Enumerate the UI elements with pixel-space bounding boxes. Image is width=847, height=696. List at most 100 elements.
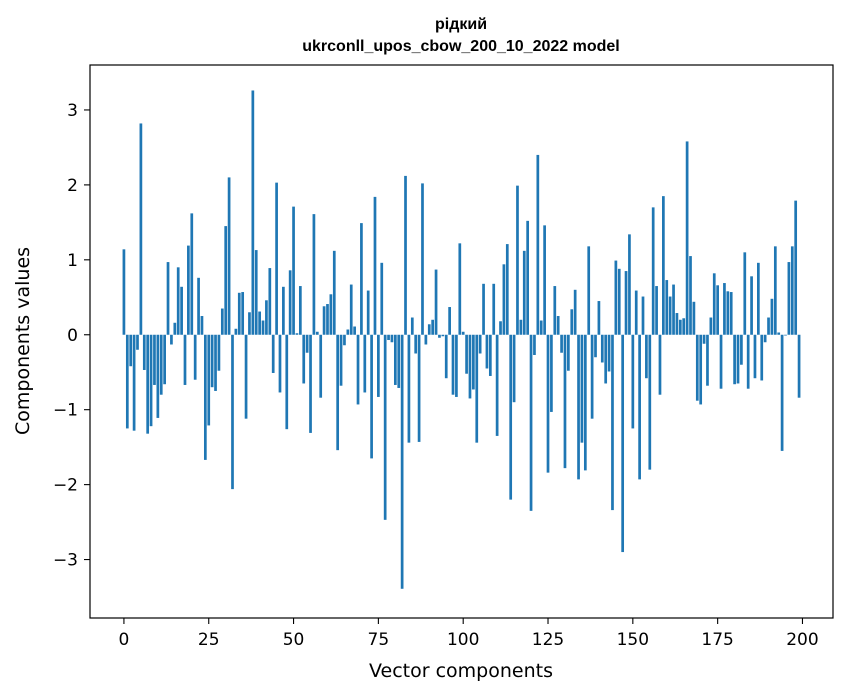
bar-14 [170,334,173,345]
bar-147 [621,334,625,553]
bar-71 [363,334,367,393]
bar-42 [265,300,268,335]
bar-169 [695,334,699,401]
bar-38 [251,90,255,335]
bar-111 [499,321,502,335]
bar-70 [360,223,363,335]
bar-19 [187,245,190,335]
bar-72 [366,290,370,335]
chart-title-line2: ukrconll_upos_cbow_200_10_2022 model [302,38,619,55]
bar-129 [560,334,563,353]
bar-145 [614,260,618,335]
bar-17 [180,286,183,335]
bar-85 [410,317,414,335]
bar-161 [668,296,672,335]
bar-36 [244,334,248,419]
bar-176 [719,334,723,389]
bar-11 [159,334,163,395]
bar-184 [746,334,750,389]
bar-183 [743,252,747,335]
y-tick-label: 1 [67,251,78,271]
bar-52 [298,286,302,335]
bar-75 [377,334,380,397]
bar-74 [373,196,377,335]
bar-91 [431,319,435,335]
bar-173 [709,317,713,335]
bar-191 [770,298,774,335]
bar-102 [468,334,472,399]
bar-128 [556,316,560,335]
bar-37 [248,312,251,335]
bar-96 [448,307,451,335]
y-tick-label: 0 [67,326,78,346]
bar-16 [176,267,180,335]
bar-30 [224,226,228,335]
bar-131 [567,334,570,371]
bar-175 [716,285,719,335]
bar-117 [519,319,523,335]
x-tick-label: 75 [368,630,390,650]
bar-68 [353,326,356,335]
bar-23 [200,316,204,335]
bar-181 [736,334,740,384]
bar-180 [733,334,736,385]
bar-35 [241,292,245,335]
bar-154 [645,334,648,379]
bar-197 [790,246,794,335]
bar-121 [533,334,536,355]
bar-64 [339,334,343,386]
bar-10 [156,334,160,418]
bar-149 [628,234,631,335]
bar-194 [780,334,784,451]
x-tick-label: 100 [447,630,479,650]
bar-105 [478,334,482,354]
bars-group [122,90,801,589]
bar-168 [692,301,696,335]
bar-20 [190,213,194,335]
bar-112 [502,264,506,335]
bar-9 [153,334,156,385]
bar-125 [546,334,550,473]
bar-101 [465,334,468,374]
x-axis-label: Vector components [369,660,553,682]
bar-163 [675,313,679,335]
bar-46 [278,334,282,393]
bar-170 [699,334,703,405]
bar-124 [543,225,546,335]
bar-150 [631,334,635,429]
bar-162 [672,284,675,335]
bar-137 [587,246,591,335]
y-tick-label: −1 [53,401,78,421]
bar-39 [254,250,258,335]
bar-27 [214,334,217,391]
bar-160 [665,280,669,335]
x-tick-label: 175 [701,630,733,650]
bar-67 [349,284,353,335]
bar-133 [573,289,577,335]
bar-81 [397,334,401,388]
bar-66 [346,329,350,335]
bar-22 [197,277,200,335]
bar-109 [492,283,496,335]
bar-12 [163,334,166,385]
bar-132 [570,309,574,335]
bar-140 [597,301,601,335]
bar-26 [210,334,214,388]
y-axis-label: Components values [12,247,34,435]
chart-title-line1: рідкий [435,16,487,33]
bar-177 [723,283,726,335]
bar-65 [343,334,346,346]
bar-126 [550,334,553,412]
bar-1 [125,334,129,429]
bar-153 [641,296,645,335]
bar-120 [529,334,533,511]
bar-171 [702,334,706,344]
bar-122 [536,154,540,335]
bar-50 [292,206,295,335]
bar-113 [505,244,509,335]
bar-51 [295,333,299,335]
bar-24 [203,334,207,460]
bar-148 [624,271,628,335]
bar-34 [237,292,241,335]
bar-182 [740,334,743,365]
